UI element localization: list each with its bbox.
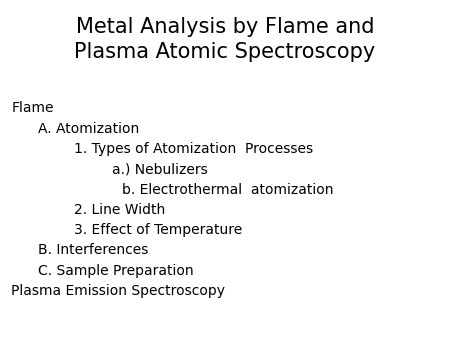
Text: 1. Types of Atomization  Processes: 1. Types of Atomization Processes	[74, 142, 313, 156]
Text: 3. Effect of Temperature: 3. Effect of Temperature	[74, 223, 243, 237]
Text: Flame: Flame	[11, 101, 54, 115]
Text: B. Interferences: B. Interferences	[38, 243, 148, 257]
Text: C. Sample Preparation: C. Sample Preparation	[38, 264, 194, 277]
Text: a.) Nebulizers: a.) Nebulizers	[112, 162, 208, 176]
Text: A. Atomization: A. Atomization	[38, 122, 140, 136]
Text: Plasma Emission Spectroscopy: Plasma Emission Spectroscopy	[11, 284, 225, 298]
Text: b. Electrothermal  atomization: b. Electrothermal atomization	[122, 183, 333, 196]
Text: Metal Analysis by Flame and
Plasma Atomic Spectroscopy: Metal Analysis by Flame and Plasma Atomi…	[74, 17, 376, 62]
Text: 2. Line Width: 2. Line Width	[74, 203, 166, 217]
